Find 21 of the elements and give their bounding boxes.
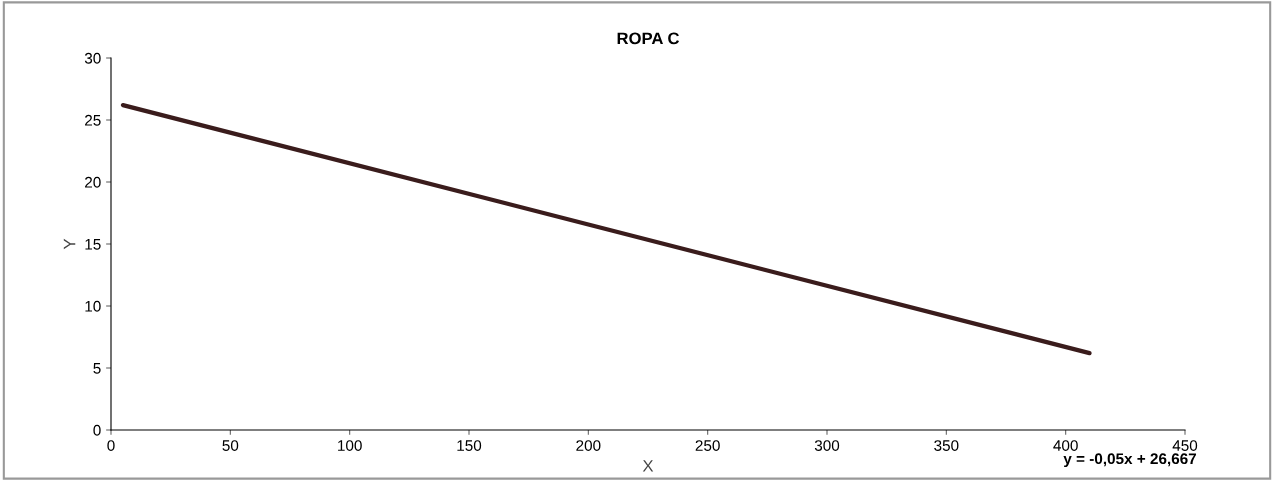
y-tick-label: 0 bbox=[93, 424, 101, 436]
y-tick-label: 30 bbox=[84, 52, 101, 64]
y-axis-title: Y bbox=[63, 238, 76, 250]
x-tick-label: 100 bbox=[338, 440, 362, 451]
x-tick-label: 350 bbox=[934, 440, 959, 451]
x-tick-label: 300 bbox=[814, 440, 840, 451]
x-tick-label: 50 bbox=[222, 440, 239, 451]
x-tick-label: 0 bbox=[107, 440, 115, 451]
y-tick-label: 5 bbox=[93, 363, 101, 374]
text: y = -0,05x + 26,667 bbox=[1063, 453, 1197, 468]
x-tick-label: 400 bbox=[1053, 440, 1078, 451]
x-tick-label: 150 bbox=[457, 440, 482, 451]
chart-title: ROPA C bbox=[617, 32, 680, 45]
x-tick-label: 450 bbox=[1172, 440, 1198, 451]
x-axis-title: X bbox=[642, 460, 654, 472]
x-tick-label: 250 bbox=[695, 440, 720, 451]
y-tick-label: 15 bbox=[85, 239, 101, 250]
y-tick-label: 25 bbox=[85, 114, 101, 126]
y-tick-label: 10 bbox=[85, 300, 101, 312]
y-tick-label: 20 bbox=[85, 176, 101, 188]
x-tick-label: 200 bbox=[576, 440, 601, 451]
